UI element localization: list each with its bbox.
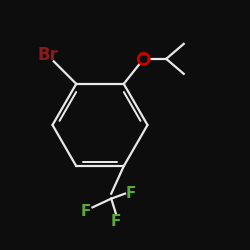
Text: F: F: [81, 204, 92, 219]
Text: Br: Br: [37, 46, 58, 64]
Text: F: F: [111, 214, 122, 229]
Text: F: F: [126, 186, 136, 201]
